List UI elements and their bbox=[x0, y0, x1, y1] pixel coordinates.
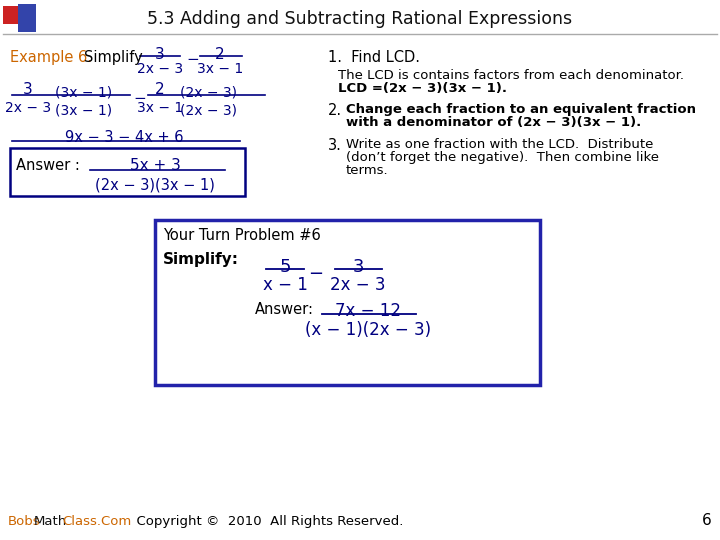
Text: 2.: 2. bbox=[328, 103, 342, 118]
Text: (don’t forget the negative).  Then combine like: (don’t forget the negative). Then combin… bbox=[346, 151, 659, 164]
Text: 7x − 12: 7x − 12 bbox=[335, 302, 401, 320]
Text: 3: 3 bbox=[352, 258, 364, 276]
Text: Bobs: Bobs bbox=[8, 515, 40, 528]
Text: (2x − 3)(3x − 1): (2x − 3)(3x − 1) bbox=[95, 177, 215, 192]
Text: 9x − 3 − 4x + 6: 9x − 3 − 4x + 6 bbox=[65, 130, 184, 145]
Text: 2x − 3: 2x − 3 bbox=[5, 101, 51, 115]
Text: (x − 1)(2x − 3): (x − 1)(2x − 3) bbox=[305, 321, 431, 339]
Text: (2x − 3): (2x − 3) bbox=[180, 85, 237, 99]
Text: (2x − 3)(3x − 1): (2x − 3)(3x − 1) bbox=[55, 147, 175, 162]
FancyBboxPatch shape bbox=[155, 220, 540, 385]
Bar bbox=[18, 4, 36, 32]
Text: The LCD is contains factors from each denominator.: The LCD is contains factors from each de… bbox=[338, 69, 684, 82]
Text: 2: 2 bbox=[215, 47, 225, 62]
Text: Answer:: Answer: bbox=[255, 302, 314, 317]
Text: Your Turn Problem #6: Your Turn Problem #6 bbox=[163, 228, 320, 243]
Bar bbox=[3, 6, 33, 24]
Text: 6: 6 bbox=[702, 513, 712, 528]
Text: Write as one fraction with the LCD.  Distribute: Write as one fraction with the LCD. Dist… bbox=[346, 138, 653, 151]
Text: Copyright ©  2010  All Rights Reserved.: Copyright © 2010 All Rights Reserved. bbox=[128, 515, 403, 528]
Text: x − 1: x − 1 bbox=[263, 276, 307, 294]
Text: −: − bbox=[134, 91, 146, 106]
Text: Class.Com: Class.Com bbox=[62, 515, 131, 528]
Text: Example 6.: Example 6. bbox=[10, 50, 92, 65]
Text: (3x − 1): (3x − 1) bbox=[55, 85, 112, 99]
Text: Simplify:: Simplify: bbox=[163, 252, 239, 267]
Text: Math: Math bbox=[34, 515, 67, 528]
Text: (2x − 3): (2x − 3) bbox=[180, 104, 237, 118]
Text: LCD =(2x − 3)(3x − 1).: LCD =(2x − 3)(3x − 1). bbox=[338, 82, 507, 95]
Text: 5: 5 bbox=[279, 258, 291, 276]
Text: 2x − 3: 2x − 3 bbox=[137, 62, 183, 76]
Text: Simplify: Simplify bbox=[84, 50, 143, 65]
Text: terms.: terms. bbox=[346, 164, 389, 177]
Text: 2: 2 bbox=[156, 82, 165, 97]
Text: (3x − 1): (3x − 1) bbox=[55, 104, 112, 118]
Text: 1.  Find LCD.: 1. Find LCD. bbox=[328, 50, 420, 65]
FancyBboxPatch shape bbox=[10, 148, 245, 196]
Text: −: − bbox=[186, 52, 199, 67]
Text: Answer :: Answer : bbox=[16, 158, 80, 173]
Text: 2x − 3: 2x − 3 bbox=[330, 276, 386, 294]
Text: 5.3 Adding and Subtracting Rational Expressions: 5.3 Adding and Subtracting Rational Expr… bbox=[148, 10, 572, 28]
Text: 3: 3 bbox=[155, 47, 165, 62]
Text: Change each fraction to an equivalent fraction: Change each fraction to an equivalent fr… bbox=[346, 103, 696, 116]
Text: 3x − 1: 3x − 1 bbox=[137, 101, 183, 115]
Text: with a denominator of (2x − 3)(3x − 1).: with a denominator of (2x − 3)(3x − 1). bbox=[346, 116, 642, 129]
Text: 5x + 3: 5x + 3 bbox=[130, 158, 181, 173]
Text: 3: 3 bbox=[23, 82, 33, 97]
Text: −: − bbox=[308, 265, 323, 283]
Text: 3.: 3. bbox=[328, 138, 342, 153]
Text: 3x − 1: 3x − 1 bbox=[197, 62, 243, 76]
